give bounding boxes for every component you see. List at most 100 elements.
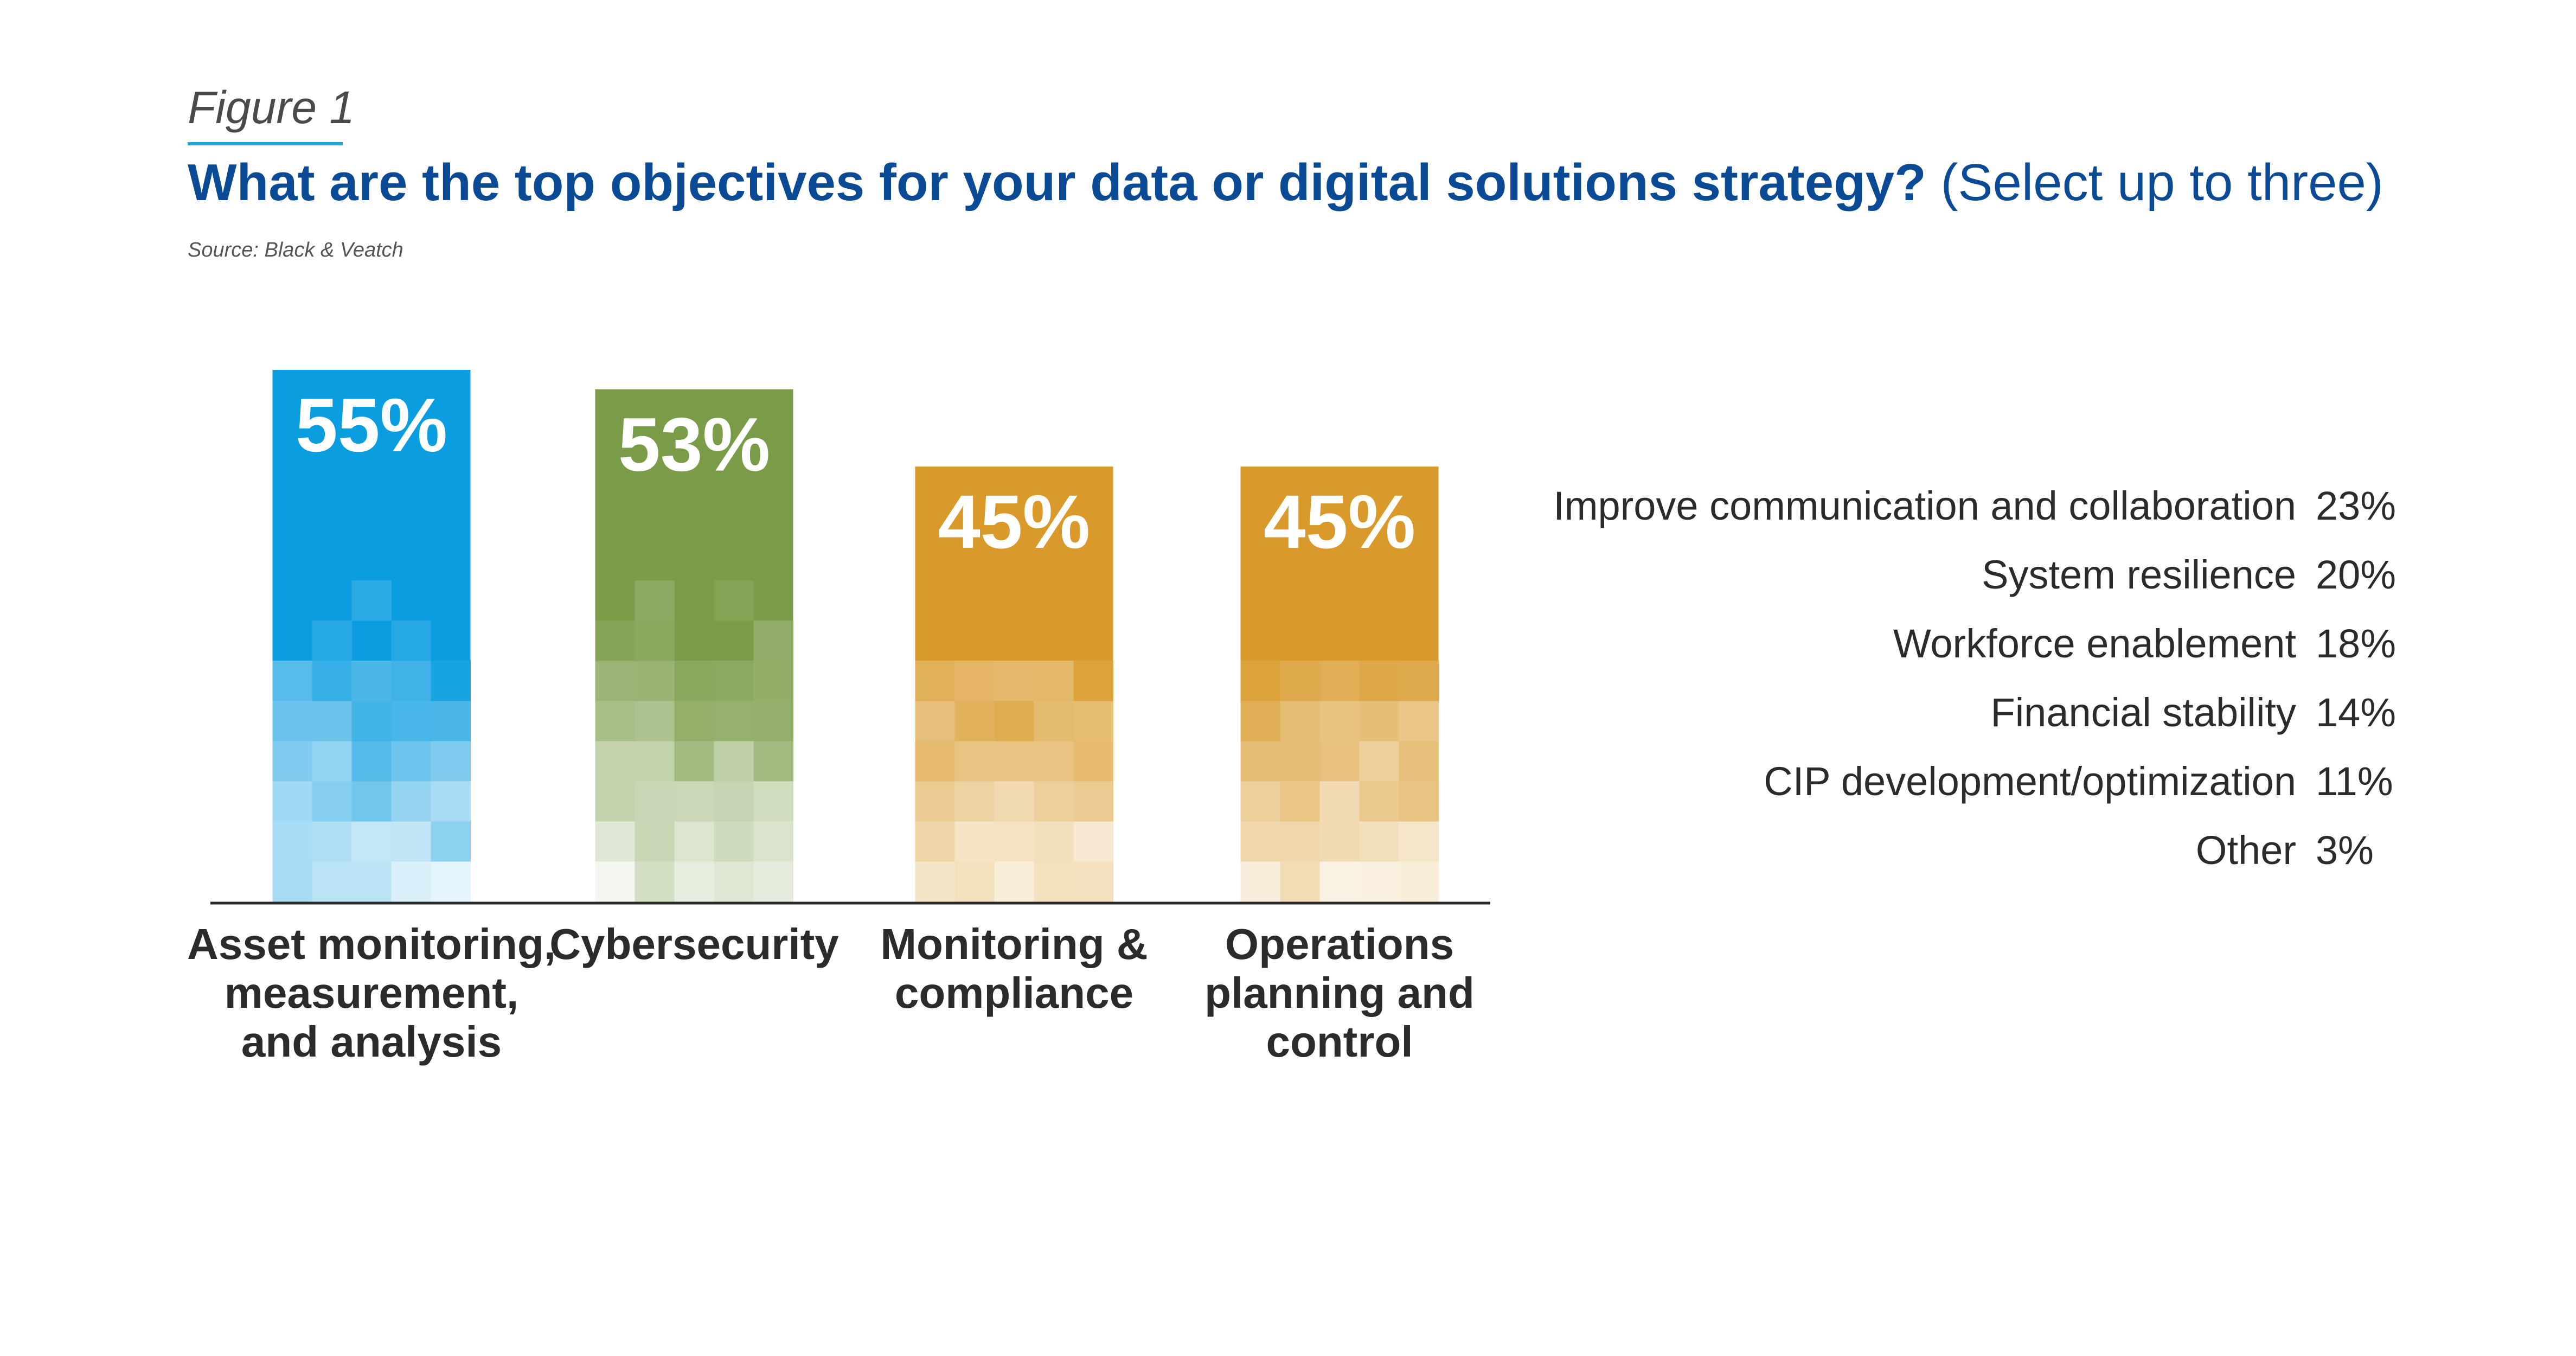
bar-pixel-tile	[1240, 821, 1280, 862]
bar-pixel-tile	[915, 701, 955, 741]
bar-pixel-tile	[595, 661, 635, 701]
bar-pixel-tile	[1399, 701, 1439, 741]
bar-pixel-tile	[714, 861, 754, 902]
bar-pixel-tile	[915, 821, 955, 862]
bar-pixel-tile	[674, 661, 714, 701]
bar-pixel-tile	[753, 621, 793, 661]
other-responses-list: Improve communication and collaboration …	[1475, 483, 2397, 896]
category-tick-label: Operations planning and control	[1204, 920, 1475, 1066]
bar-value-label: 53%	[618, 402, 770, 487]
bar-pixel-tile	[1240, 781, 1280, 822]
bar-pixel-tile	[595, 861, 635, 902]
bar-pixel-tile	[312, 741, 352, 782]
bar-pixel-tile	[994, 861, 1034, 902]
bar-pixel-tile	[994, 661, 1034, 701]
bar-pixel-tile	[1240, 741, 1280, 782]
bar-pixel-tile	[1399, 741, 1439, 782]
bar-pixel-tile	[1073, 821, 1113, 862]
bar-pixel-tile	[635, 621, 675, 661]
bar-pixel-tile	[1034, 861, 1074, 902]
category-labels-layer: Asset monitoring, measurement, and analysi…	[187, 920, 1475, 1066]
bar-pixel-tile	[351, 580, 392, 621]
bar-pixel-tile	[312, 701, 352, 741]
bar-pixel-tile	[272, 661, 312, 701]
bar-pixel-tile	[994, 781, 1034, 822]
bar-pixel-tile	[674, 741, 714, 782]
bar-pixel-tile	[915, 661, 955, 701]
bar-pixel-tile	[1359, 821, 1399, 862]
bar-pixel-tile	[391, 861, 431, 902]
bar-pixel-tile	[1240, 661, 1280, 701]
figure-label-underline	[188, 142, 343, 145]
bar-pixel-tile	[391, 821, 431, 862]
list-item: CIP development/optimization 11%	[1475, 758, 2397, 827]
bar-pixel-tile	[1399, 661, 1439, 701]
bar-pixel-tile	[1240, 701, 1280, 741]
bar-pixel-tile	[1034, 661, 1074, 701]
source-note: Source: Black & Veatch	[188, 239, 403, 261]
bar-value-label: 45%	[1264, 479, 1415, 564]
bar-pixel-tile	[391, 661, 431, 701]
bar-pixel-tile	[272, 861, 312, 902]
bar-value-label: 45%	[938, 479, 1090, 564]
bar-pixel-tile	[1359, 861, 1399, 902]
bar-pixel-tile	[753, 661, 793, 701]
bar-pixel-tile	[351, 861, 392, 902]
bar-pixel-tile	[753, 741, 793, 782]
category-tick-label-line: compliance	[895, 969, 1133, 1017]
bar-pixel-tile	[312, 781, 352, 822]
bar-group: 45%	[915, 466, 1113, 902]
bar-pixel-tile	[714, 580, 754, 621]
bar-pixel-tile	[1280, 861, 1320, 902]
bar-pixel-tile	[1034, 701, 1074, 741]
bar-pixel-tile	[391, 701, 431, 741]
bar-pixel-tile	[595, 621, 635, 661]
bar-pixel-tile	[954, 861, 995, 902]
bar-pixel-tile	[1359, 661, 1399, 701]
bar-pixel-tile	[1319, 861, 1360, 902]
bar-pixel-tile	[391, 621, 431, 661]
bar-pixel-tile	[1319, 741, 1360, 782]
bar-value-label: 55%	[296, 382, 447, 468]
bar-pixel-tile	[391, 741, 431, 782]
category-tick-label-line: Operations	[1225, 920, 1454, 968]
category-tick-label: Monitoring & compliance	[880, 920, 1148, 1017]
list-item: Other 3%	[1475, 827, 2397, 896]
bar-pixel-tile	[312, 661, 352, 701]
bar-pixel-tile	[431, 781, 471, 822]
bar-pixel-tile	[1280, 821, 1320, 862]
bar-pixel-tile	[595, 781, 635, 822]
bar-pixel-tile	[1034, 781, 1074, 822]
bar-pixel-tile	[994, 821, 1034, 862]
other-response-value: 11%	[2316, 759, 2393, 804]
bar-pixel-tile	[954, 661, 995, 701]
bar-group: 55%	[272, 370, 471, 902]
bar-pixel-tile	[1359, 701, 1399, 741]
other-response-label: Improve communication and collaboration	[1553, 483, 2296, 528]
bar-group: 45%	[1240, 466, 1439, 902]
bar-pixel-tile	[915, 741, 955, 782]
category-tick-label-line: Cybersecurity	[549, 920, 839, 968]
bar-pixel-tile	[431, 741, 471, 782]
bar-pixel-tile	[431, 821, 471, 862]
bar-pixel-tile	[1280, 661, 1320, 701]
bar-pixel-tile	[595, 821, 635, 862]
bar-pixel-tile	[351, 741, 392, 782]
bar-pixel-tile	[1399, 861, 1439, 902]
bar-pixel-tile	[1073, 701, 1113, 741]
list-item: Financial stability 14%	[1475, 689, 2397, 758]
bar-pixel-tile	[635, 701, 675, 741]
bar-pixel-tile	[1073, 781, 1113, 822]
bar-pixel-tile	[1073, 861, 1113, 902]
bar-pixel-tile	[1319, 701, 1360, 741]
bar-pixel-tile	[714, 701, 754, 741]
bar-pixel-tile	[994, 701, 1034, 741]
bar-pixel-tile	[1399, 821, 1439, 862]
bar-pixel-tile	[1359, 781, 1399, 822]
other-response-value: 3%	[2316, 828, 2374, 873]
bar-pixel-tile	[1319, 661, 1360, 701]
bar-pixel-tile	[674, 861, 714, 902]
bar-pixel-tile	[753, 821, 793, 862]
bar-pixel-tile	[994, 741, 1034, 782]
bar-pixel-tile	[635, 781, 675, 822]
